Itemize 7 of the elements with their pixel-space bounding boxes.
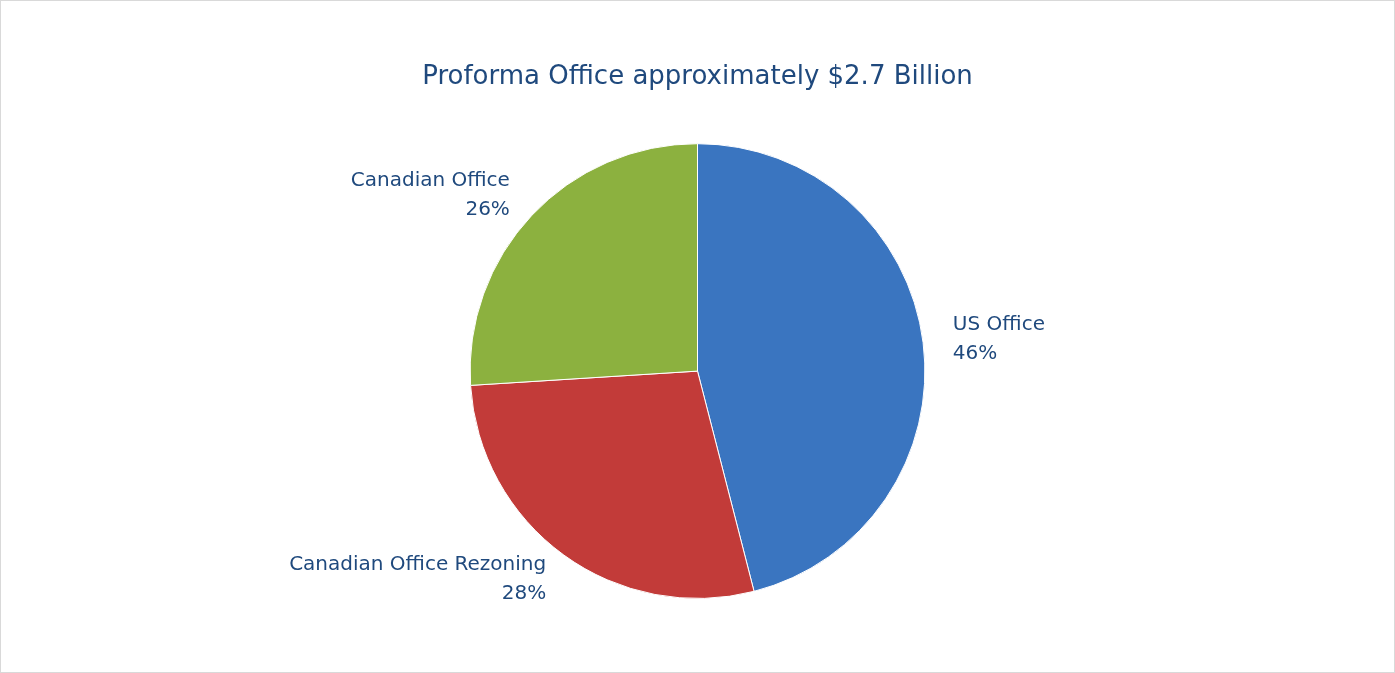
slice-label: Canadian Office Rezoning <box>289 551 547 576</box>
chart-title: Proforma Office approximately $2.7 Billion <box>422 60 973 91</box>
data-label: 26% <box>465 195 510 220</box>
data-label: 28% <box>501 580 547 605</box>
slice-label: Canadian Office <box>350 166 510 191</box>
slice-label: US Office <box>952 310 1045 335</box>
data-label: 46% <box>952 339 998 364</box>
